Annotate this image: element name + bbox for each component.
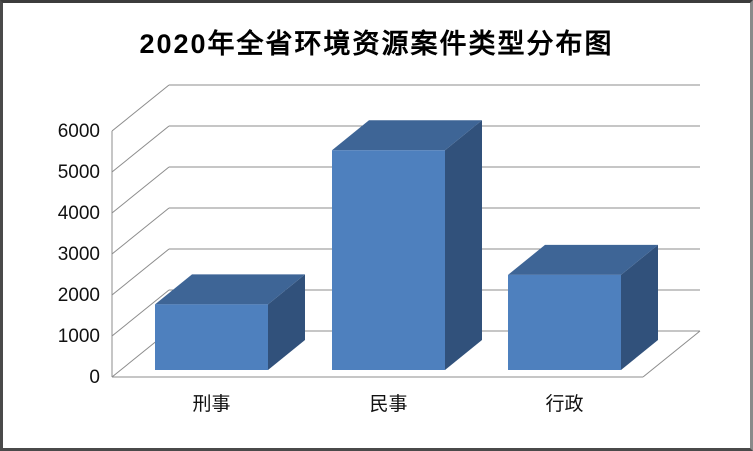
- bar-front-face: [155, 304, 268, 370]
- category-label: 民事: [369, 393, 407, 415]
- bar-front-face: [332, 150, 445, 370]
- y-tick-label: 2000: [58, 285, 100, 306]
- bar-chart-3d: 0 1000 2000 3000 4000 5000 6000 刑事 民事 行政: [58, 84, 701, 415]
- bar-front-face: [508, 274, 621, 370]
- y-tick-label: 6000: [58, 121, 100, 142]
- axis-depth-connector: [111, 289, 170, 337]
- axis-depth-connector: [111, 166, 170, 214]
- category-label: 行政: [545, 393, 583, 415]
- axis-depth-connector: [111, 84, 170, 132]
- bar-top-face: [508, 244, 658, 275]
- chart-title: 2020年全省环境资源案件类型分布图: [139, 29, 614, 59]
- y-tick-label: 3000: [58, 244, 100, 265]
- bar-top-face: [155, 274, 305, 305]
- axis-depth-connector: [111, 125, 170, 173]
- axis-depth-connector: [111, 248, 170, 296]
- y-tick-label: 1000: [58, 326, 100, 347]
- bar-side-face: [445, 120, 482, 371]
- y-tick-label: 0: [89, 367, 100, 388]
- category-label: 刑事: [192, 393, 230, 415]
- bar-side-face: [621, 244, 658, 370]
- bar-top-face: [332, 120, 482, 151]
- axis-depth-connector: [111, 207, 170, 255]
- y-tick-label: 4000: [58, 203, 100, 224]
- floor-right-edge: [642, 330, 701, 378]
- y-tick-label: 5000: [58, 162, 100, 183]
- bar-side-face: [268, 274, 305, 370]
